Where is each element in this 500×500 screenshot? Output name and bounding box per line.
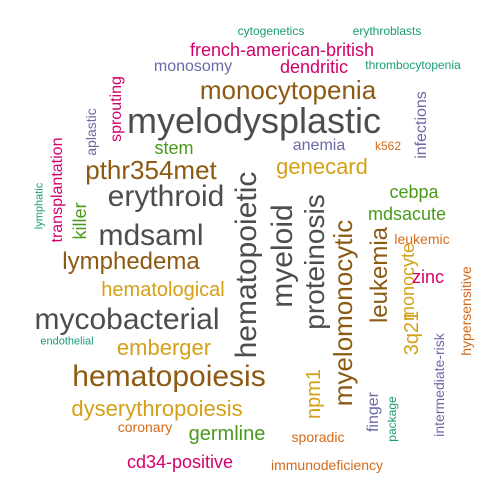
word-mdsaml: mdsaml bbox=[98, 219, 204, 252]
word-emberger: emberger bbox=[116, 335, 212, 360]
word-thrombocytopenia: thrombocytopenia bbox=[365, 58, 461, 72]
word-dyserythropoiesis: dyserythropoiesis bbox=[71, 396, 243, 421]
word-germline: germline bbox=[188, 423, 266, 445]
word-erythroblasts: erythroblasts bbox=[352, 24, 422, 38]
word-sprouting: sprouting bbox=[108, 76, 125, 142]
word-immunodeficiency: immunodeficiency bbox=[270, 457, 384, 473]
word-genecard: genecard bbox=[276, 154, 368, 179]
word-hematological: hematological bbox=[101, 279, 225, 301]
word-lymphedema: lymphedema bbox=[62, 248, 200, 275]
word-hematopoietic: hematopoietic bbox=[230, 171, 263, 359]
word-package: package bbox=[385, 396, 399, 442]
word-pthr354met: pthr354met bbox=[85, 155, 217, 185]
word-killer: killer bbox=[70, 202, 90, 240]
word-leukemia: leukemia bbox=[366, 226, 393, 324]
word-monocytopenia: monocytopenia bbox=[199, 75, 377, 105]
word-cytogenetics: cytogenetics bbox=[237, 24, 305, 38]
word-leukemic: leukemic bbox=[394, 231, 450, 247]
word-dendritic: dendritic bbox=[279, 57, 349, 77]
word-3q21: 3q21 bbox=[401, 310, 423, 356]
word-cd34-positive: cd34-positive bbox=[126, 452, 234, 472]
word-mycobacterial: mycobacterial bbox=[34, 303, 220, 336]
word-anemia: anemia bbox=[292, 137, 346, 154]
word-lymphatic: lymphatic bbox=[33, 182, 46, 230]
word-mdsacute: mdsacute bbox=[367, 204, 447, 224]
word-coronary: coronary bbox=[117, 419, 173, 435]
word-npm1: npm1 bbox=[303, 368, 325, 420]
word-k562: k562 bbox=[374, 139, 402, 153]
word-erythroid: erythroid bbox=[107, 180, 225, 213]
word-hypersensitive: hypersensitive bbox=[458, 266, 474, 356]
word-hematopoiesis: hematopoiesis bbox=[72, 360, 266, 393]
word-french-american-british: french-american-british bbox=[189, 40, 375, 60]
word-cebpa: cebpa bbox=[389, 182, 439, 202]
word-finger: finger bbox=[365, 391, 382, 433]
word-aplastic: aplastic bbox=[83, 108, 99, 156]
word-myelomonocytic: myelomonocytic bbox=[328, 219, 358, 407]
word-monosomy: monosomy bbox=[153, 58, 233, 75]
word-myelodysplastic: myelodysplastic bbox=[126, 100, 382, 141]
word-zinc: zinc bbox=[411, 267, 445, 287]
word-endothelial: endothelial bbox=[40, 335, 94, 348]
word-proteinosis: proteinosis bbox=[299, 194, 330, 330]
word-stem: stem bbox=[154, 138, 194, 158]
word-sporadic: sporadic bbox=[291, 429, 345, 445]
word-intermediate-risk: intermediate-risk bbox=[431, 333, 447, 437]
word-transplantation: transplantation bbox=[49, 137, 66, 243]
word-infections: infections bbox=[413, 91, 430, 159]
word-myeloid: myeloid bbox=[266, 204, 299, 308]
